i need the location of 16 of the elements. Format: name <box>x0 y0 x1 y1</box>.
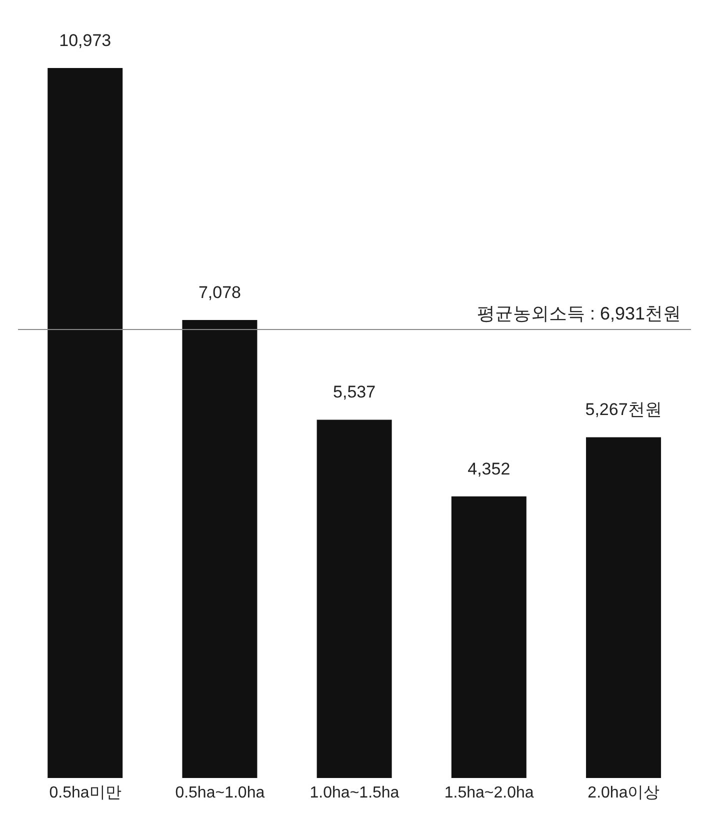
data-label: 7,078 <box>198 283 241 302</box>
bar <box>48 68 123 778</box>
ref-line-label: 평균농외소득 : 6,931천원 <box>476 304 681 324</box>
data-label: 10,973 <box>59 31 112 50</box>
x-tick-label: 1.5ha~2.0ha <box>444 784 534 802</box>
bar <box>586 437 662 778</box>
data-label: 4,352 <box>468 459 510 478</box>
bar <box>451 496 526 778</box>
data-label: 5,537 <box>333 382 376 402</box>
x-tick-label: 2.0ha이상 <box>588 784 660 802</box>
x-tick-label: 0.5ha미만 <box>49 784 122 802</box>
bar <box>182 320 258 778</box>
data-label: 5,267천원 <box>585 400 662 420</box>
x-tick-label: 1.0ha~1.5ha <box>310 784 400 802</box>
x-tick-label: 0.5ha~1.0ha <box>175 784 265 802</box>
bar <box>316 420 392 778</box>
